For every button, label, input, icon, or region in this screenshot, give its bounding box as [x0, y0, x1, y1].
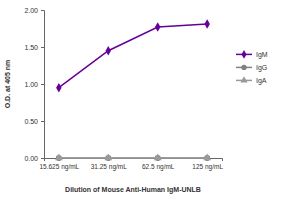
series-marker [106, 46, 111, 55]
y-tick: 0.50 [24, 118, 44, 125]
legend-marker [241, 50, 246, 59]
plot: 0.00 0.50 1.00 1.50 2.00 15.625 ng/mL 31.25 ng… [24, 7, 223, 171]
x-tick-label: 62.5 ng/mL [142, 163, 175, 171]
y-tick-mark [41, 84, 44, 85]
y-axis: 0.00 0.50 1.00 1.50 2.00 [24, 7, 44, 162]
x-tick-label: 31.25 ng/mL [91, 163, 128, 171]
y-axis-title: O.D. at 405 nm [4, 60, 11, 109]
series-marker [56, 83, 61, 92]
series-marker [203, 154, 211, 161]
legend: IgM IgG IgA [236, 50, 268, 85]
y-tick-mark [41, 47, 44, 48]
y-tick: 1.50 [24, 44, 44, 51]
series-marker [154, 154, 162, 161]
x-axis-line [45, 159, 223, 162]
y-tick-label: 0.00 [24, 155, 38, 162]
y-tick: 0.00 [24, 155, 44, 162]
y-tick: 1.00 [24, 81, 44, 88]
series-marker [204, 19, 209, 28]
y-tick-mark [41, 158, 44, 159]
legend-item: IgA [236, 76, 267, 85]
y-tick-label: 2.00 [24, 7, 38, 14]
legend-label: IgA [256, 77, 267, 85]
x-tick-label: 125 ng/mL [192, 163, 223, 171]
y-tick-label: 0.50 [24, 118, 38, 125]
series-marker [155, 22, 160, 31]
series-line [59, 157, 207, 159]
y-tick-mark [41, 121, 44, 122]
legend-label: IgM [256, 51, 268, 59]
series-marker [104, 154, 112, 161]
y-axis-line [41, 11, 45, 159]
legend-marker [241, 65, 246, 70]
y-tick: 2.00 [24, 7, 44, 14]
legend-marker [240, 76, 247, 82]
legend-label: IgG [256, 64, 267, 72]
legend-item: IgM [236, 50, 268, 59]
chart: 0.00 0.50 1.00 1.50 2.00 15.625 ng/mL 31.25 ng… [0, 0, 300, 200]
series-group [55, 19, 211, 161]
series-marker [55, 154, 63, 161]
y-tick-mark [41, 10, 44, 11]
x-tick-label: 15.625 ng/mL [39, 163, 79, 171]
x-axis: 15.625 ng/mL 31.25 ng/mL 62.5 ng/mL 125 ng/… [39, 158, 223, 171]
legend-item: IgG [236, 64, 267, 72]
series-line [59, 157, 207, 159]
y-tick-label: 1.00 [24, 81, 38, 88]
series-line [59, 24, 207, 88]
y-tick-label: 1.50 [24, 44, 38, 51]
x-axis-title: Dilution of Mouse Anti-Human IgM-UNLB [65, 186, 201, 194]
